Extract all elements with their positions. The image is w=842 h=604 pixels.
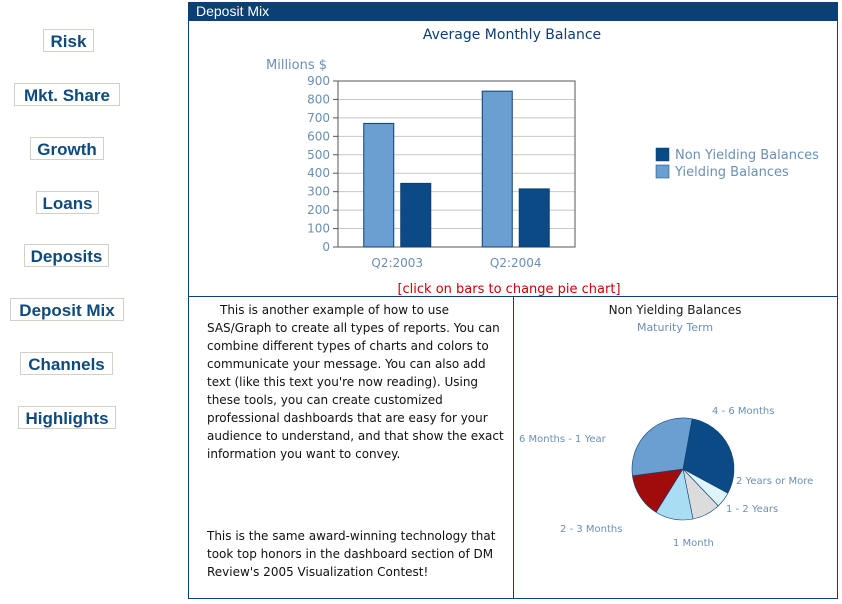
pie-slice-label: 1 Month bbox=[673, 538, 714, 549]
y-tick-label: 500 bbox=[307, 148, 330, 162]
pie-slice-4-6-months bbox=[682, 418, 735, 494]
y-tick-label: 700 bbox=[307, 111, 330, 125]
bar-chart: Average Monthly Balance Millions $ 0 100 2… bbox=[266, 27, 819, 297]
bar-yielding-1[interactable] bbox=[481, 90, 513, 248]
legend-swatch bbox=[655, 147, 670, 162]
bar-y-ticks: 0 100 200 300 400 500 600 700 800 900 bbox=[307, 74, 338, 254]
y-tick-label: 800 bbox=[307, 92, 330, 106]
plot-area-border bbox=[337, 80, 576, 248]
nav-button-deposit-mix[interactable]: Deposit Mix bbox=[10, 298, 124, 321]
description-paragraph: This is another example of how to use SA… bbox=[207, 303, 504, 461]
pie-labels: 4 - 6 Months 2 Years or More 1 - 2 Years 1 … bbox=[519, 406, 813, 549]
panel-title: Deposit Mix bbox=[189, 2, 837, 21]
x-tick-label: Q2:2003 bbox=[371, 256, 423, 270]
nav-button-channels[interactable]: Channels bbox=[20, 352, 113, 375]
bar-legend: Non Yielding Balances Yielding Balances bbox=[655, 147, 819, 180]
pie-slice-label: 2 Years or More bbox=[736, 476, 813, 487]
y-axis-label: Millions $ bbox=[266, 58, 327, 73]
bar-yielding-0[interactable] bbox=[363, 122, 395, 248]
nav-button-growth[interactable]: Growth bbox=[30, 137, 104, 160]
y-tick-label: 600 bbox=[307, 129, 330, 143]
bar-non-yielding-0[interactable] bbox=[400, 182, 432, 248]
bar-non-yielding-1[interactable] bbox=[518, 188, 550, 248]
y-tick-label: 200 bbox=[307, 203, 330, 217]
pie-slices bbox=[631, 417, 735, 521]
nav-button-deposits[interactable]: Deposits bbox=[24, 244, 109, 267]
pie-slice-label: 1 - 2 Years bbox=[726, 504, 778, 515]
bar-chart-title: Average Monthly Balance bbox=[423, 27, 601, 43]
award-paragraph: This is the same award-winning technolog… bbox=[207, 529, 496, 579]
y-tick-label: 900 bbox=[307, 74, 330, 88]
nav-button-loans[interactable]: Loans bbox=[36, 191, 99, 214]
pie-chart-title: Non Yielding Balances bbox=[609, 303, 742, 317]
panel-divider-vertical bbox=[513, 296, 514, 599]
y-tick-label: 300 bbox=[307, 185, 330, 199]
bar-x-ticks: Q2:2003 Q2:2004 bbox=[371, 256, 541, 270]
pie-slice-label: 2 - 3 Months bbox=[560, 524, 622, 535]
pie-slice-label: 4 - 6 Months bbox=[712, 406, 774, 417]
legend-swatch bbox=[655, 164, 670, 179]
click-hint[interactable]: [click on bars to change pie chart] bbox=[397, 282, 620, 297]
pie-chart-subtitle: Maturity Term bbox=[637, 321, 713, 334]
nav-button-mkt-share[interactable]: Mkt. Share bbox=[14, 83, 120, 106]
y-tick-label: 0 bbox=[322, 240, 330, 254]
pie-slice-6-months-1-year bbox=[631, 417, 693, 477]
x-tick-label: Q2:2004 bbox=[490, 256, 542, 270]
nav-button-risk[interactable]: Risk bbox=[43, 29, 94, 52]
pie-chart: Non Yielding Balances Maturity Term 4 - … bbox=[519, 303, 813, 549]
pie-slice-label: 6 Months - 1 Year bbox=[519, 434, 607, 445]
nav-button-highlights[interactable]: Highlights bbox=[18, 406, 116, 429]
legend-label: Non Yielding Balances bbox=[675, 148, 819, 163]
bar-marks bbox=[363, 90, 550, 248]
y-tick-label: 400 bbox=[307, 166, 330, 180]
y-tick-label: 100 bbox=[307, 222, 330, 236]
legend-label: Yielding Balances bbox=[674, 165, 789, 180]
